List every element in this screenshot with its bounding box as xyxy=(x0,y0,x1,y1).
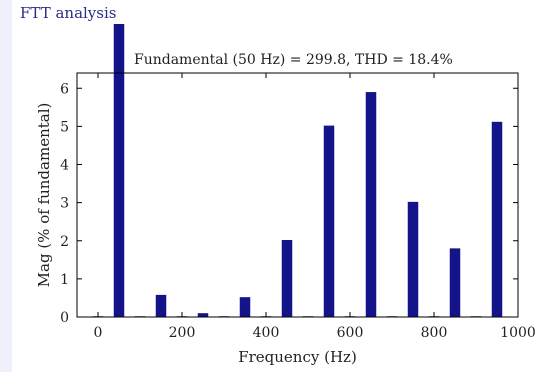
bar-750hz xyxy=(407,201,419,317)
y-tick-label: 2 xyxy=(60,234,69,250)
x-tick-label: 600 xyxy=(337,325,364,341)
window-left-strip xyxy=(0,0,12,372)
bars-group xyxy=(92,24,503,318)
y-tick-label: 3 xyxy=(60,196,69,212)
y-axis-label: Mag (% of fundamental) xyxy=(35,103,53,288)
x-tick-label: 400 xyxy=(253,325,280,341)
x-axis-label: Frequency (Hz) xyxy=(238,348,357,366)
y-tick-label: 5 xyxy=(60,119,69,135)
bar-150hz xyxy=(155,294,167,317)
bar-50hz xyxy=(113,24,125,317)
x-tick-label: 800 xyxy=(421,325,448,341)
bar-650hz xyxy=(365,92,377,317)
y-tick-label: 0 xyxy=(60,310,69,326)
chart-annotation: Fundamental (50 Hz) = 299.8, THD = 18.4% xyxy=(134,52,453,68)
y-tick-label: 6 xyxy=(60,81,69,97)
y-tick-label: 1 xyxy=(60,272,69,288)
ticks-group: 0 200 400 600 800 1000 0 1 2 3 4 5 6 xyxy=(60,73,536,341)
x-tick-label: 0 xyxy=(94,325,103,341)
bar-850hz xyxy=(449,248,461,317)
y-tick-label: 4 xyxy=(60,158,69,174)
bar-250hz xyxy=(197,313,209,317)
plot-frame xyxy=(76,72,519,318)
bar-950hz xyxy=(491,121,503,317)
bar-350hz xyxy=(239,297,251,317)
window-title: FTT analysis xyxy=(20,4,117,22)
bar-450hz xyxy=(281,239,293,317)
x-tick-label: 1000 xyxy=(500,325,536,341)
bar-550hz xyxy=(323,125,335,317)
x-tick-label: 200 xyxy=(169,325,196,341)
